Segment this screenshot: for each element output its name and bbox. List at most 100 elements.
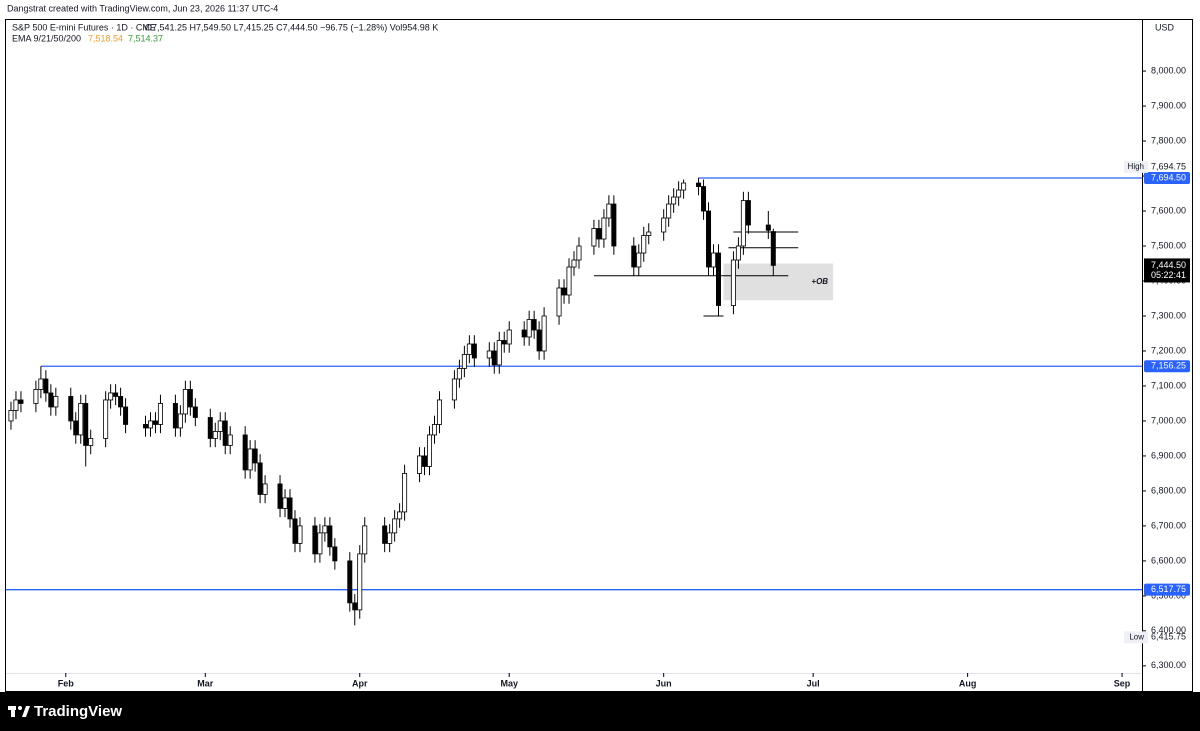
x-tick-label: Sep xyxy=(1114,678,1131,688)
candle-body xyxy=(382,525,388,544)
candle-body xyxy=(297,525,303,544)
symbol: S&P 500 E-mini Futures · 1D · CME xyxy=(12,22,156,32)
candle-body xyxy=(526,319,532,338)
candle-body xyxy=(561,287,567,296)
candle-body xyxy=(332,546,338,562)
y-tick-label: 6,600.00 xyxy=(1151,555,1186,565)
marker-value: 7,694.75 xyxy=(1151,161,1186,171)
y-tick-label: 7,800.00 xyxy=(1151,135,1186,145)
x-tick-label: Jul xyxy=(807,678,820,688)
candle-body xyxy=(711,252,717,268)
candle-body xyxy=(182,389,188,415)
candle-body xyxy=(48,392,54,408)
candle-body xyxy=(192,406,198,418)
candle-body xyxy=(571,259,577,268)
candle-body xyxy=(431,424,437,436)
ob-label: +OB xyxy=(811,277,828,286)
candle-body xyxy=(541,315,547,352)
candle-body xyxy=(661,217,667,233)
candle-body xyxy=(671,196,677,205)
y-tick-label: 6,300.00 xyxy=(1151,660,1186,670)
candle-body xyxy=(536,329,542,352)
candle-body xyxy=(53,396,59,408)
candle-body xyxy=(696,182,702,187)
candle-body xyxy=(461,354,467,369)
candle-body xyxy=(123,406,129,425)
candle-body xyxy=(113,392,119,397)
level-tag-label: 7,694.50 xyxy=(1151,172,1186,182)
candle-body xyxy=(222,420,228,446)
y-tick-label: 6,900.00 xyxy=(1151,450,1186,460)
marker-label: High xyxy=(1128,162,1144,171)
candle-body xyxy=(277,483,283,509)
tv-logo xyxy=(8,706,30,717)
candle-body xyxy=(496,340,502,366)
candle-body xyxy=(740,200,746,247)
candle-body xyxy=(327,525,333,548)
x-tick-label: May xyxy=(500,678,518,688)
last-price-tag xyxy=(1144,258,1190,283)
y-tick-label: 7,500.00 xyxy=(1151,240,1186,250)
candle-body xyxy=(471,343,477,359)
candle-body xyxy=(501,340,507,345)
candle-body xyxy=(456,368,462,380)
candle-body xyxy=(143,424,149,429)
candle-body xyxy=(765,224,771,231)
level-tag-label: 6,517.75 xyxy=(1151,584,1186,594)
candle-body xyxy=(402,473,408,513)
indicator-value: 7,514.37 xyxy=(128,33,163,43)
candle-body xyxy=(676,189,682,198)
level-tag xyxy=(1144,360,1190,373)
candle-body xyxy=(217,420,223,432)
y-tick-label: 6,800.00 xyxy=(1151,485,1186,495)
candle-body xyxy=(262,483,268,495)
candle-body xyxy=(252,448,258,464)
candle-body xyxy=(207,417,213,439)
candle-body xyxy=(451,378,457,401)
y-tick-label: 7,300.00 xyxy=(1151,310,1186,320)
candle-body xyxy=(312,525,318,555)
candle-body xyxy=(157,403,163,425)
candle-body xyxy=(257,462,263,495)
x-tick-label: Jun xyxy=(656,678,672,688)
candle-body xyxy=(631,245,637,268)
candle-body xyxy=(576,245,582,261)
candle-body xyxy=(566,266,572,296)
candle-body xyxy=(287,497,293,520)
candle-body xyxy=(103,399,109,439)
x-tick-label: Apr xyxy=(352,678,368,688)
candle-body xyxy=(18,399,24,404)
logo-part xyxy=(22,706,30,717)
candle-body xyxy=(417,455,423,474)
candle-body xyxy=(601,217,607,240)
candle-body xyxy=(646,231,652,236)
candle-body xyxy=(735,245,741,261)
y-tick-label: 6,700.00 xyxy=(1151,520,1186,530)
candle-body xyxy=(152,420,158,425)
candle-body xyxy=(118,396,124,408)
candle-body xyxy=(282,497,288,509)
level-tag-label: 7,156.25 xyxy=(1151,361,1186,371)
x-tick-label: Aug xyxy=(959,678,977,688)
indicator-label: EMA 9/21/50/200 xyxy=(12,33,81,43)
candle-body xyxy=(397,511,403,520)
candle-body xyxy=(292,518,298,544)
candle-body xyxy=(715,252,721,306)
candle-body xyxy=(13,399,19,411)
candle-body xyxy=(242,434,248,471)
candle-body xyxy=(770,231,776,266)
ob-zone xyxy=(723,263,834,301)
indicator-value: 7,518.54 xyxy=(88,33,123,43)
candle-body xyxy=(521,329,527,338)
candle-body xyxy=(556,287,562,317)
y-tick-label: 7,900.00 xyxy=(1151,100,1186,110)
candle-body xyxy=(33,389,39,404)
ohlc-legend: O7,541.25 H7,549.50 L7,415.25 C7,444.50 … xyxy=(145,22,438,32)
candle-body xyxy=(611,203,617,247)
candle-body xyxy=(701,186,707,212)
last-price-label: 7,444.50 xyxy=(1151,260,1186,270)
candle-body xyxy=(83,403,89,446)
candle-body xyxy=(317,532,323,555)
candle-body xyxy=(466,343,472,355)
